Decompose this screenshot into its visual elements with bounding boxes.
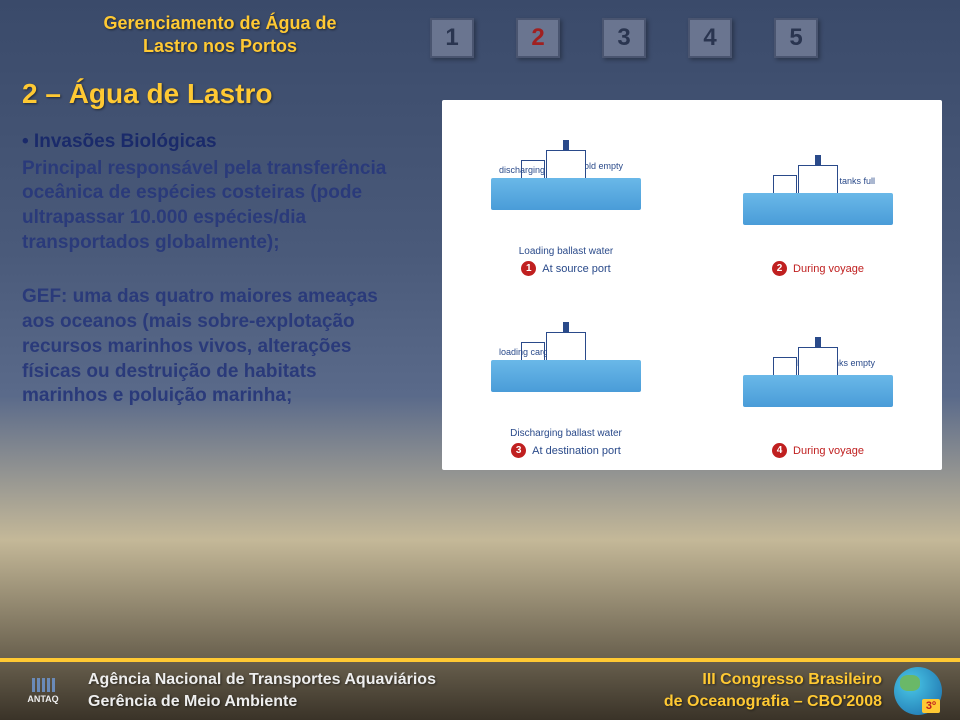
content-body: • Invasões Biológicas Principal responsá…	[22, 130, 402, 409]
ship-3: loading cargo ↓ ↓ ↓	[491, 352, 641, 424]
diagram-cell-3: loading cargo ↓ ↓ ↓ Discharging ballast …	[454, 294, 678, 458]
ship-4: Ballast tanks empty	[743, 367, 893, 439]
cap-num-2: 2	[772, 261, 787, 276]
bullet2-body: GEF: uma das quatro maiores ameaças aos …	[22, 285, 402, 408]
antaq-logo-text: ANTAQ	[27, 694, 58, 704]
step-nav: 1 2 3 4 5	[430, 18, 818, 58]
bullet1-body: Principal responsável pela transferência…	[22, 157, 402, 256]
section-title: 2 – Água de Lastro	[22, 78, 273, 110]
cap-text-2: During voyage	[793, 263, 864, 275]
step-5[interactable]: 5	[774, 18, 818, 58]
diagram-cell-2: Ballast tanks full 2 During voyage	[706, 112, 930, 276]
caption-1: 1 At source port	[521, 261, 610, 276]
step-4[interactable]: 4	[688, 18, 732, 58]
ship-2: Ballast tanks full	[743, 185, 893, 257]
caption-3: 3 At destination port	[511, 443, 621, 458]
caption-4: 4 During voyage	[772, 443, 864, 458]
footer: ANTAQ Agência Nacional de Transportes Aq…	[0, 658, 960, 720]
ship-1: discharging cargo Cargo hold empty ↑ ↑ ↑	[491, 170, 641, 242]
label2-1: Loading ballast water	[519, 246, 614, 257]
ballast-diagram: discharging cargo Cargo hold empty ↑ ↑ ↑…	[442, 100, 942, 470]
footer-left-l2: Gerência de Meio Ambiente	[88, 693, 436, 711]
globe-icon: 3º	[894, 667, 942, 715]
slide: Gerenciamento de Água de Lastro nos Port…	[0, 0, 960, 720]
cap-num-1: 1	[521, 261, 536, 276]
cap-text-3: At destination port	[532, 445, 621, 457]
caption-2: 2 During voyage	[772, 261, 864, 276]
diagram-cell-4: Ballast tanks empty 4 During voyage	[706, 294, 930, 458]
footer-left: ANTAQ Agência Nacional de Transportes Aq…	[8, 671, 436, 711]
footer-content: ANTAQ Agência Nacional de Transportes Aq…	[0, 662, 960, 720]
footer-right-text: III Congresso Brasileiro de Oceanografia…	[664, 671, 882, 711]
diagram-cell-1: discharging cargo Cargo hold empty ↑ ↑ ↑…	[454, 112, 678, 276]
footer-left-l1: Agência Nacional de Transportes Aquaviár…	[88, 671, 436, 689]
cap-num-3: 3	[511, 443, 526, 458]
footer-right-l2: de Oceanografia – CBO'2008	[664, 693, 882, 711]
bullet1-header: • Invasões Biológicas	[22, 130, 402, 155]
header-title-line1: Gerenciamento de Água de	[70, 12, 370, 35]
footer-right-l1: III Congresso Brasileiro	[702, 671, 882, 689]
header-title: Gerenciamento de Água de Lastro nos Port…	[70, 12, 370, 59]
footer-left-text: Agência Nacional de Transportes Aquaviár…	[88, 671, 436, 711]
cap-text-4: During voyage	[793, 445, 864, 457]
antaq-logo: ANTAQ	[8, 671, 78, 711]
step-2[interactable]: 2	[516, 18, 560, 58]
step-3[interactable]: 3	[602, 18, 646, 58]
header-title-line2: Lastro nos Portos	[70, 35, 370, 58]
globe-badge: 3º	[922, 699, 940, 713]
cap-text-1: At source port	[542, 263, 610, 275]
label2-3: Discharging ballast water	[510, 428, 622, 439]
step-1[interactable]: 1	[430, 18, 474, 58]
cap-num-4: 4	[772, 443, 787, 458]
footer-right: III Congresso Brasileiro de Oceanografia…	[664, 667, 942, 715]
